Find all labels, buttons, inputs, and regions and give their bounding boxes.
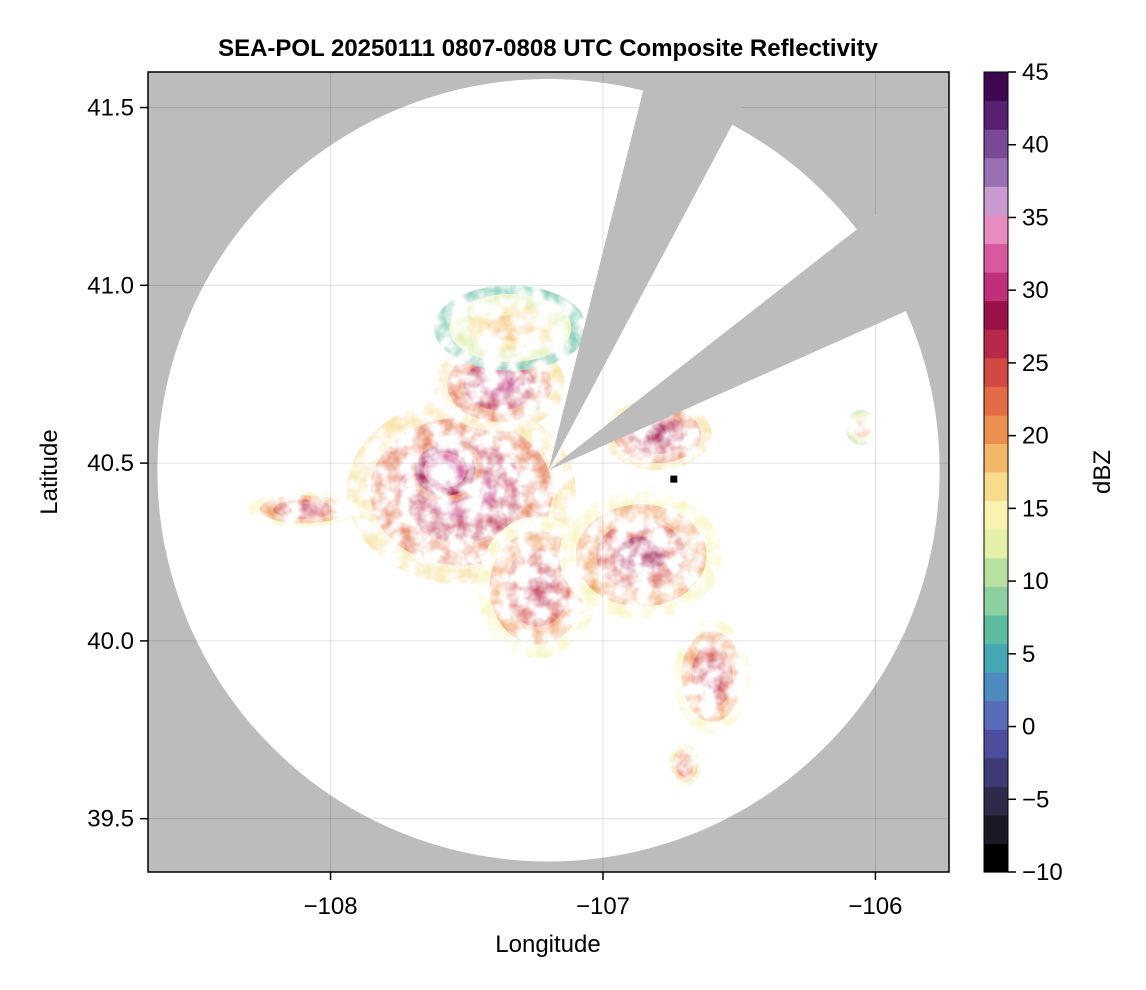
colorbar-segment-27 <box>984 72 1008 102</box>
colorbar-segment-25 <box>984 129 1008 159</box>
y-tick-label-3: 41.0 <box>87 272 134 299</box>
colorbar-segment-9 <box>984 586 1008 616</box>
colorbar-tick-label-6: 20 <box>1022 423 1049 450</box>
colorbar-tick-label-5: 15 <box>1022 495 1049 522</box>
colorbar-tick-label-11: 45 <box>1022 59 1049 86</box>
colorbar-segment-22 <box>984 214 1008 245</box>
echo-speckle-group <box>248 285 879 787</box>
colorbar-ticks: −10 −5 0 5 10 15 20 25 30 35 40 45 <box>1008 59 1063 886</box>
colorbar-segment-16 <box>984 386 1008 416</box>
colorbar-segment-20 <box>984 272 1008 302</box>
colorbar-segment-4 <box>984 729 1008 759</box>
y-tick-label-1: 40.0 <box>87 628 134 655</box>
x-tick-label-2: −106 <box>848 893 902 920</box>
colorbar-segment-19 <box>984 300 1008 330</box>
y-axis-ticks: 39.5 40.0 40.5 41.0 41.5 <box>87 95 148 833</box>
colorbar-segment-11 <box>984 529 1008 559</box>
colorbar-segment-10 <box>984 557 1008 587</box>
colorbar-segment-12 <box>984 500 1008 530</box>
y-axis-label: Latitude <box>36 429 63 514</box>
colorbar-frame <box>983 71 1009 873</box>
echo-far-south-layer-3 <box>679 758 690 772</box>
plot-frame <box>147 71 950 873</box>
echo-south-tail-layer-3 <box>700 659 724 694</box>
colorbar-tick-label-4: 10 <box>1022 568 1049 595</box>
colorbar-segment-14 <box>984 443 1008 473</box>
colorbar-segment-7 <box>984 643 1008 673</box>
colorbar-segment-26 <box>984 100 1008 130</box>
colorbar-segment-21 <box>984 243 1008 273</box>
colorbar-tick-label-2: 0 <box>1022 714 1035 741</box>
echo-north-core-layer-3 <box>479 371 520 399</box>
blocked-sector-0 <box>548 72 761 471</box>
colorbar-segment-6 <box>984 672 1008 702</box>
plot-area <box>148 72 949 872</box>
colorbar-segment-8 <box>984 614 1008 645</box>
colorbar-segment-15 <box>984 414 1008 445</box>
colorbar-tick-label-10: 40 <box>1022 132 1049 159</box>
chart-title: SEA-POL 20250111 0807-0808 UTC Composite… <box>218 35 879 62</box>
colorbar-segment-2 <box>984 786 1008 816</box>
colorbar-segment-18 <box>984 329 1008 359</box>
y-tick-label-0: 39.5 <box>87 806 134 833</box>
colorbar-segment-24 <box>984 157 1008 187</box>
colorbar-segment-3 <box>984 757 1008 787</box>
echo-south-rays-layer-3 <box>519 566 556 609</box>
colorbar-label: dBZ <box>1089 450 1116 494</box>
colorbar-tick-label-3: 5 <box>1022 641 1035 668</box>
colorbar-segment-17 <box>984 357 1008 387</box>
echo-west-arm-layer-3 <box>286 504 320 515</box>
echo-north-fringe-layer-3 <box>487 315 534 341</box>
colorbar-tick-label-1: −5 <box>1022 786 1049 813</box>
echo-core-west-layer-3 <box>433 460 457 480</box>
colorbar-segment-5 <box>984 700 1008 730</box>
y-tick-label-4: 41.5 <box>87 95 134 122</box>
colorbar-tick-label-7: 25 <box>1022 350 1049 377</box>
colorbar <box>983 71 1009 873</box>
x-tick-label-1: −107 <box>576 893 630 920</box>
colorbar-segment-1 <box>984 814 1008 845</box>
colorbar-tick-label-9: 35 <box>1022 204 1049 231</box>
echo-southeast-main-layer-3 <box>616 536 666 575</box>
x-tick-label-0: −108 <box>304 893 358 920</box>
colorbar-tick-label-0: −10 <box>1022 859 1063 886</box>
site-marker <box>670 475 678 483</box>
y-tick-label-2: 40.5 <box>87 450 134 477</box>
echo-layer <box>248 285 879 787</box>
colorbar-segment-0 <box>984 843 1008 873</box>
x-axis-ticks: −108 −107 −106 <box>304 872 902 920</box>
x-axis-label: Longitude <box>495 931 600 958</box>
colorbar-segment-13 <box>984 472 1008 502</box>
echo-east-cluster-layer-3 <box>856 422 867 433</box>
blocked-sector-1 <box>548 157 949 471</box>
colorbar-segment-23 <box>984 186 1008 216</box>
colorbar-tick-label-8: 30 <box>1022 277 1049 304</box>
echo-east-wedge-layer-3 <box>641 424 674 446</box>
blocked-sectors <box>548 72 949 471</box>
